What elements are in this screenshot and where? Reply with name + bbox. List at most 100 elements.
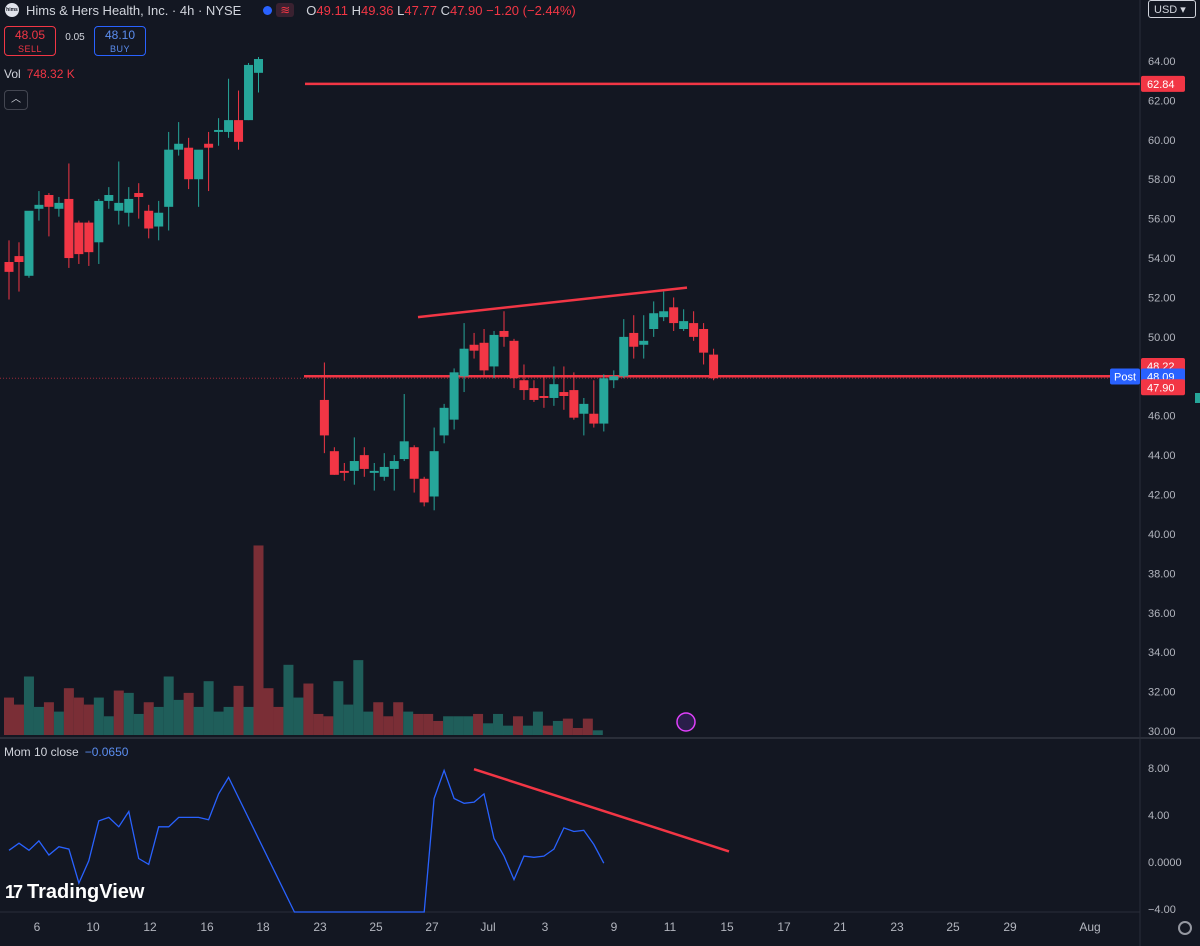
candle-body — [174, 143, 184, 150]
candle — [14, 242, 24, 292]
candle — [369, 463, 379, 491]
candle-body — [54, 202, 64, 209]
volume-bar — [303, 683, 314, 735]
candle-body — [439, 407, 449, 436]
sell-button[interactable]: 48.05 SELL — [4, 26, 56, 56]
volume-bar — [93, 697, 104, 735]
candle — [419, 476, 429, 507]
date-tick: 25 — [369, 920, 383, 934]
volume-bar — [203, 681, 214, 735]
candle — [689, 311, 699, 341]
spread-value: 0.05 — [65, 31, 85, 43]
candle-body — [449, 372, 459, 420]
volume-bar — [363, 711, 374, 735]
price-tick: 44.00 — [1148, 450, 1176, 462]
momentum-axis: 8.00 4.00 0.0000 −4.00 — [1148, 763, 1182, 916]
candle-body — [164, 149, 174, 207]
settings-gear-icon[interactable] — [1178, 921, 1192, 935]
volume-bar — [373, 702, 384, 735]
candle — [569, 372, 579, 420]
candle — [699, 323, 709, 365]
candle — [379, 453, 389, 481]
volume-bar — [243, 706, 254, 735]
candle — [479, 329, 489, 377]
volume-bar — [13, 704, 24, 735]
candle-body — [224, 120, 234, 132]
volume-bar — [263, 688, 274, 735]
price-tick: 40.00 — [1148, 529, 1176, 541]
candle-body — [399, 441, 409, 460]
chevron-up-icon[interactable]: ︿ — [4, 90, 28, 110]
candle — [609, 370, 619, 389]
candle-body — [539, 396, 549, 398]
date-tick: 11 — [664, 920, 677, 934]
volume-bar — [153, 706, 164, 735]
candle-body — [379, 466, 389, 477]
volume-bar — [353, 660, 364, 735]
candle-body — [84, 222, 94, 253]
candle-body — [609, 376, 619, 381]
price-tick: 30.00 — [1148, 726, 1176, 738]
price-label-text: 47.90 — [1147, 382, 1175, 394]
volume-bar — [393, 702, 404, 735]
candle — [174, 122, 184, 156]
candle — [559, 366, 569, 410]
volume-bar — [183, 692, 194, 735]
candle — [204, 131, 214, 192]
candle — [619, 319, 629, 379]
volume-bar — [73, 697, 84, 735]
volume-bar — [123, 692, 134, 735]
candle — [144, 204, 154, 239]
candle — [589, 380, 599, 428]
volume-bar — [53, 711, 64, 735]
date-tick: Jul — [480, 920, 495, 934]
candle-body — [319, 399, 329, 436]
price-tick: 32.00 — [1148, 687, 1176, 699]
candle-body — [234, 120, 244, 142]
candle — [234, 90, 244, 150]
candle-body — [214, 129, 224, 132]
tradingview-brand[interactable]: 17 TradingView — [5, 881, 144, 904]
volume-bar — [532, 711, 543, 735]
currency-selector[interactable]: USD ▾ — [1148, 0, 1196, 18]
volume-bar — [33, 706, 44, 735]
candle — [429, 427, 439, 511]
symbol-title[interactable]: Hims & Hers Health, Inc. · 4h · NYSE — [26, 2, 242, 18]
price-tick: 50.00 — [1148, 332, 1176, 344]
volume-bar — [383, 716, 394, 735]
candle — [389, 455, 399, 491]
date-tick: 27 — [425, 920, 439, 934]
price-axis: 64.00 62.00 60.00 58.00 56.00 54.00 52.00 50.00… — [1148, 56, 1176, 738]
candle-body — [469, 344, 479, 351]
price-tick: 58.00 — [1148, 174, 1176, 186]
date-tick: 23 — [313, 920, 327, 934]
volume-bar — [592, 730, 603, 735]
volume-bar — [273, 706, 284, 735]
equalizer-icon[interactable]: ≋ — [276, 3, 295, 17]
momentum-tick: 4.00 — [1148, 810, 1169, 822]
candle-body — [659, 311, 669, 318]
price-label-bg — [1141, 75, 1185, 92]
candle — [4, 240, 14, 300]
candle-body — [359, 455, 369, 469]
candle — [399, 394, 409, 462]
candle — [649, 301, 659, 337]
trade-panel: 48.05 SELL 0.05 48.10 BUY — [0, 26, 146, 56]
date-tick: 9 — [611, 920, 618, 934]
post-tag-text: Post — [1114, 372, 1136, 384]
candle — [74, 220, 84, 264]
candle — [599, 374, 609, 432]
candle — [709, 348, 719, 381]
buy-button[interactable]: 48.10 BUY — [94, 26, 146, 56]
momentum-legend: Mom 10 close −0.0650 — [4, 745, 129, 759]
trend-line — [417, 286, 688, 319]
candle — [94, 198, 104, 264]
candle — [24, 210, 34, 278]
ohlc-readout: O49.11 H49.36 L47.77 C47.90 −1.20 (−2.44… — [306, 2, 576, 18]
volume-bar — [423, 713, 434, 735]
candle — [154, 200, 164, 241]
price-tick: 56.00 — [1148, 214, 1176, 226]
candle-body — [419, 478, 429, 503]
candle — [669, 297, 679, 331]
volume-bar — [43, 702, 54, 735]
